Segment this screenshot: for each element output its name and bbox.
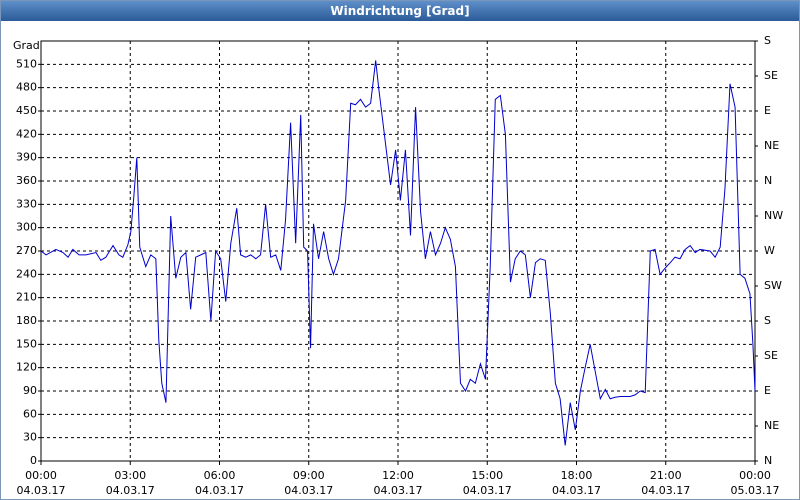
y-tick-label: 480 [16, 81, 37, 94]
y-tick-label: 420 [16, 127, 37, 140]
y-tick-label: 360 [16, 174, 37, 187]
x-tick-label: 21:00 [650, 469, 682, 482]
y-tick-label: 30 [23, 431, 37, 444]
x-tick-label: 09:00 [293, 469, 325, 482]
y-tick-label: 180 [16, 314, 37, 327]
y-tick-label: 450 [16, 104, 37, 117]
data-line [40, 60, 756, 446]
x-tick-date: 04.03.17 [463, 484, 512, 497]
y2-tick-label: S [764, 34, 771, 47]
y-tick-label: 510 [16, 57, 37, 70]
y2-tick-label: SE [764, 69, 778, 82]
x-tick-date: 04.03.17 [195, 484, 244, 497]
x-tick-label: 06:00 [204, 469, 236, 482]
y2-tick-label: NE [764, 419, 779, 432]
x-tick-label: 00:00 [739, 469, 771, 482]
y2-tick-label: SE [764, 349, 778, 362]
y-tick-label: 210 [16, 291, 37, 304]
y-tick-label: 240 [16, 267, 37, 280]
chart: Grad 0 30 60 90 120 150 180 210 240 270 300 330 360 3… [13, 34, 783, 497]
y2-tick-label: SW [764, 279, 782, 292]
y-tick-label: 150 [16, 337, 37, 350]
y-tick-label: 0 [30, 454, 37, 467]
y-tick-label: 90 [23, 384, 37, 397]
x-tick-label: 00:00 [25, 469, 57, 482]
x-tick-date: 04.03.17 [17, 484, 66, 497]
x-tick-date: 04.03.17 [641, 484, 690, 497]
y2-tick-label: S [764, 314, 771, 327]
x-tick-label: 18:00 [561, 469, 593, 482]
x-tick-date: 05.03.17 [731, 484, 780, 497]
y-tick-label: 300 [16, 221, 37, 234]
y-tick-label: 120 [16, 361, 37, 374]
x-tick-label: 03:00 [114, 469, 146, 482]
y-axis-label: Grad [13, 39, 40, 52]
y2-tick-label: N [764, 174, 772, 187]
x-tick-label: 15:00 [471, 469, 503, 482]
y-tick-label: 270 [16, 244, 37, 257]
y2-tick-label: E [764, 104, 771, 117]
y2-tick-label: E [764, 384, 771, 397]
x-tick-date: 04.03.17 [284, 484, 333, 497]
y2-tick-label: N [764, 454, 772, 467]
y2-tick-label: W [764, 244, 775, 257]
x-tick-date: 04.03.17 [374, 484, 423, 497]
x-tick-label: 12:00 [382, 469, 414, 482]
y-tick-label: 330 [16, 197, 37, 210]
y2-tick-label: NE [764, 139, 779, 152]
title-bar: Windrichtung [Grad] [1, 1, 799, 21]
x-tick-date: 04.03.17 [552, 484, 601, 497]
y-tick-label: 390 [16, 151, 37, 164]
x-tick-date: 04.03.17 [106, 484, 155, 497]
y2-tick-label: NW [764, 209, 783, 222]
y-tick-label: 60 [23, 407, 37, 420]
